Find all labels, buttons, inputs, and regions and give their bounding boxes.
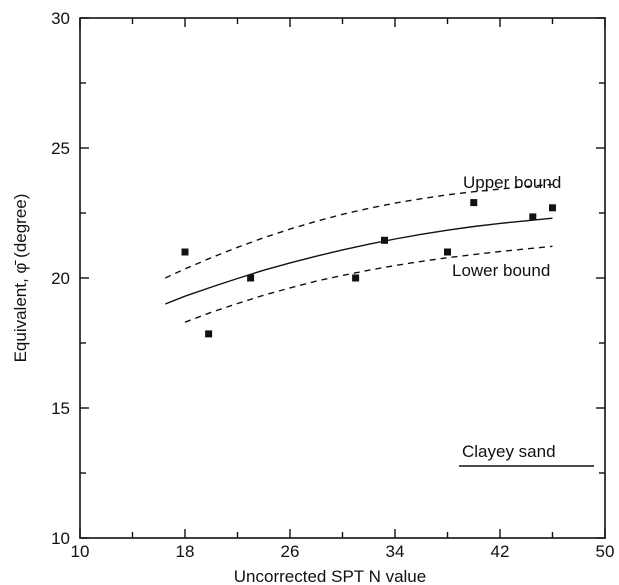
y-axis-title: Equivalent, φ̄ (degree) <box>11 194 30 363</box>
upper-bound-label: Upper bound <box>463 173 561 192</box>
y-tick-label: 25 <box>51 139 70 158</box>
x-tick-label: 50 <box>596 542 615 561</box>
x-tick-label: 18 <box>176 542 195 561</box>
curves <box>165 183 553 323</box>
ticks <box>79 17 606 539</box>
data-point <box>549 204 556 212</box>
lower-bound-label: Lower bound <box>452 261 550 280</box>
data-point <box>470 199 478 207</box>
x-tick-label: 10 <box>71 542 90 561</box>
data-points <box>181 199 556 338</box>
clayey-sand-label: Clayey sand <box>462 442 556 461</box>
x-tick-label: 42 <box>491 542 510 561</box>
x-axis-title: Uncorrected SPT N value <box>234 567 426 585</box>
y-tick-label: 20 <box>51 269 70 288</box>
data-point <box>529 213 537 221</box>
lower-bound-curve <box>184 245 553 323</box>
data-point <box>381 236 388 244</box>
tick-labels: 10 18 26 34 42 50 10 15 20 25 30 <box>51 9 614 561</box>
upper-bound-curve <box>165 183 553 279</box>
data-point <box>205 330 213 338</box>
data-point <box>444 248 451 256</box>
x-tick-label: 34 <box>386 542 405 561</box>
data-point <box>352 274 360 282</box>
y-tick-label: 10 <box>51 529 70 548</box>
y-tick-label: 15 <box>51 399 70 418</box>
x-tick-label: 26 <box>281 542 300 561</box>
trend-curve <box>165 217 553 305</box>
y-tick-label: 30 <box>51 9 70 28</box>
data-point <box>247 274 255 282</box>
data-point <box>181 248 189 256</box>
